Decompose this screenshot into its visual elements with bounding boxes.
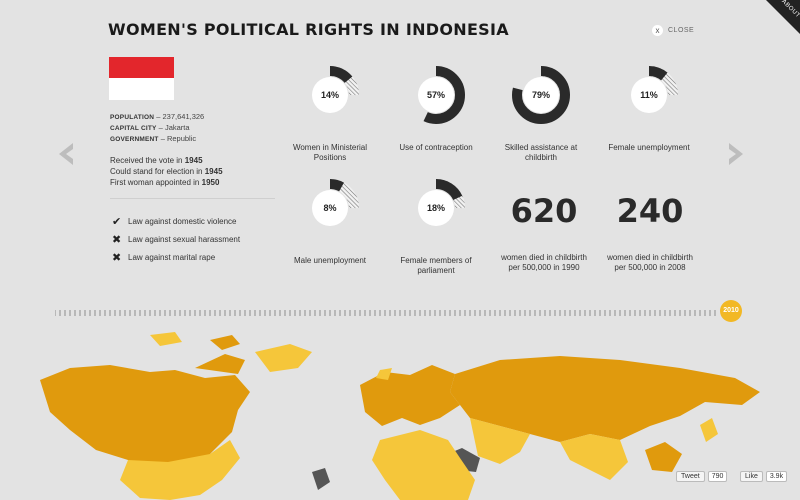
tweet-group: Tweet 790 bbox=[676, 469, 728, 483]
donut-value: 11% bbox=[640, 90, 658, 100]
stat-caption: Male unemployment bbox=[293, 256, 367, 265]
donut-value: 57% bbox=[427, 90, 445, 100]
fact-key: CAPITAL CITY bbox=[110, 125, 157, 132]
donut-arc bbox=[407, 179, 465, 237]
next-arrow-icon[interactable] bbox=[727, 143, 747, 165]
donut-center bbox=[631, 77, 667, 113]
donut-arc bbox=[620, 66, 678, 124]
about-corner[interactable] bbox=[766, 0, 800, 34]
stat-caption: Use of contraception bbox=[399, 143, 473, 152]
donut-arc bbox=[301, 179, 359, 237]
fact-government: GOVERNMENT – Republic bbox=[110, 134, 197, 143]
laws-list: ✔ Law against domestic violence ✖ Law agai… bbox=[112, 212, 240, 266]
donut-value: 14% bbox=[321, 90, 339, 100]
donut-skilled-assistance: 79% bbox=[512, 66, 570, 124]
donut-male-unemployment: 8% bbox=[301, 179, 359, 237]
donut-arc bbox=[512, 66, 570, 124]
donut-women-ministerial: 14% bbox=[301, 66, 359, 124]
donut-center bbox=[312, 190, 348, 226]
law-item: ✖ Law against marital rape bbox=[112, 248, 240, 266]
law-label: Law against sexual harassment bbox=[128, 234, 241, 244]
donut-arc bbox=[407, 66, 465, 124]
fact-capital: CAPITAL CITY – Jakarta bbox=[110, 123, 190, 132]
cross-icon: ✖ bbox=[112, 251, 122, 264]
country-facts: POPULATION – 237,641,326 CAPITAL CITY – … bbox=[110, 112, 204, 145]
map-north-america[interactable] bbox=[40, 332, 312, 500]
big-number-caption: women died in childbirth per 500,000 in 2… bbox=[607, 253, 693, 272]
prev-arrow-icon[interactable] bbox=[55, 143, 75, 165]
donut-center bbox=[312, 77, 348, 113]
like-group: Like 3.9k bbox=[740, 469, 788, 483]
selected-year-badge[interactable]: 2010 bbox=[720, 300, 742, 322]
fact-value: Republic bbox=[166, 134, 197, 143]
close-label: CLOSE bbox=[668, 27, 695, 34]
world-map[interactable] bbox=[0, 330, 800, 500]
fact-value: Jakarta bbox=[164, 123, 190, 132]
donut-arc bbox=[301, 66, 359, 124]
law-label: Law against domestic violence bbox=[128, 216, 237, 226]
stat-caption: Women in Ministerial Positions bbox=[292, 143, 368, 162]
stat-caption: Female members of parliament bbox=[400, 256, 472, 275]
law-item: ✖ Law against sexual harassment bbox=[112, 230, 240, 248]
cross-icon: ✖ bbox=[112, 233, 122, 246]
close-icon: x bbox=[652, 25, 663, 36]
big-number-caption: women died in childbirth per 500,000 in 1… bbox=[501, 253, 587, 272]
vote-line: Received the vote in 1945 bbox=[110, 156, 203, 165]
fact-value: 237,641,326 bbox=[162, 112, 205, 121]
tweet-count: 790 bbox=[707, 470, 728, 482]
maternal-deaths-2008: 240 bbox=[616, 192, 684, 230]
flag-white-band bbox=[109, 78, 174, 100]
vote-line: Could stand for election in 1945 bbox=[110, 167, 223, 176]
donut-center bbox=[418, 190, 454, 226]
fact-key: GOVERNMENT bbox=[110, 136, 159, 143]
vote-history: Received the vote in 1945 Could stand fo… bbox=[110, 155, 223, 188]
like-count: 3.9k bbox=[765, 470, 788, 482]
vote-line: First woman appointed in 1950 bbox=[110, 178, 220, 187]
donut-value: 79% bbox=[532, 90, 550, 100]
like-button[interactable]: Like bbox=[740, 470, 763, 482]
flag-red-band bbox=[109, 57, 174, 78]
law-item: ✔ Law against domestic violence bbox=[112, 212, 240, 230]
maternal-deaths-1990: 620 bbox=[510, 192, 578, 230]
stat-caption: Female unemployment bbox=[608, 143, 690, 152]
fact-key: POPULATION bbox=[110, 114, 155, 121]
donut-value: 8% bbox=[323, 203, 336, 213]
map-europe-asia[interactable] bbox=[360, 356, 760, 480]
stat-caption: Skilled assistance at childbirth bbox=[504, 143, 578, 162]
tweet-button[interactable]: Tweet bbox=[676, 470, 705, 482]
year-timeline[interactable] bbox=[55, 305, 745, 325]
page-title: WOMEN'S POLITICAL RIGHTS IN INDONESIA bbox=[108, 20, 509, 39]
donut-female-parliament: 18% bbox=[407, 179, 465, 237]
donut-female-unemployment: 11% bbox=[620, 66, 678, 124]
fact-population: POPULATION – 237,641,326 bbox=[110, 112, 205, 121]
donut-value: 18% bbox=[427, 203, 445, 213]
law-label: Law against marital rape bbox=[128, 252, 216, 262]
donut-center bbox=[523, 77, 559, 113]
close-button[interactable]: x CLOSE bbox=[652, 25, 694, 36]
donut-center bbox=[418, 77, 454, 113]
indonesia-flag bbox=[109, 57, 174, 100]
divider bbox=[110, 198, 275, 199]
map-africa[interactable] bbox=[312, 430, 475, 500]
check-icon: ✔ bbox=[112, 215, 122, 228]
donut-contraception: 57% bbox=[407, 66, 465, 124]
